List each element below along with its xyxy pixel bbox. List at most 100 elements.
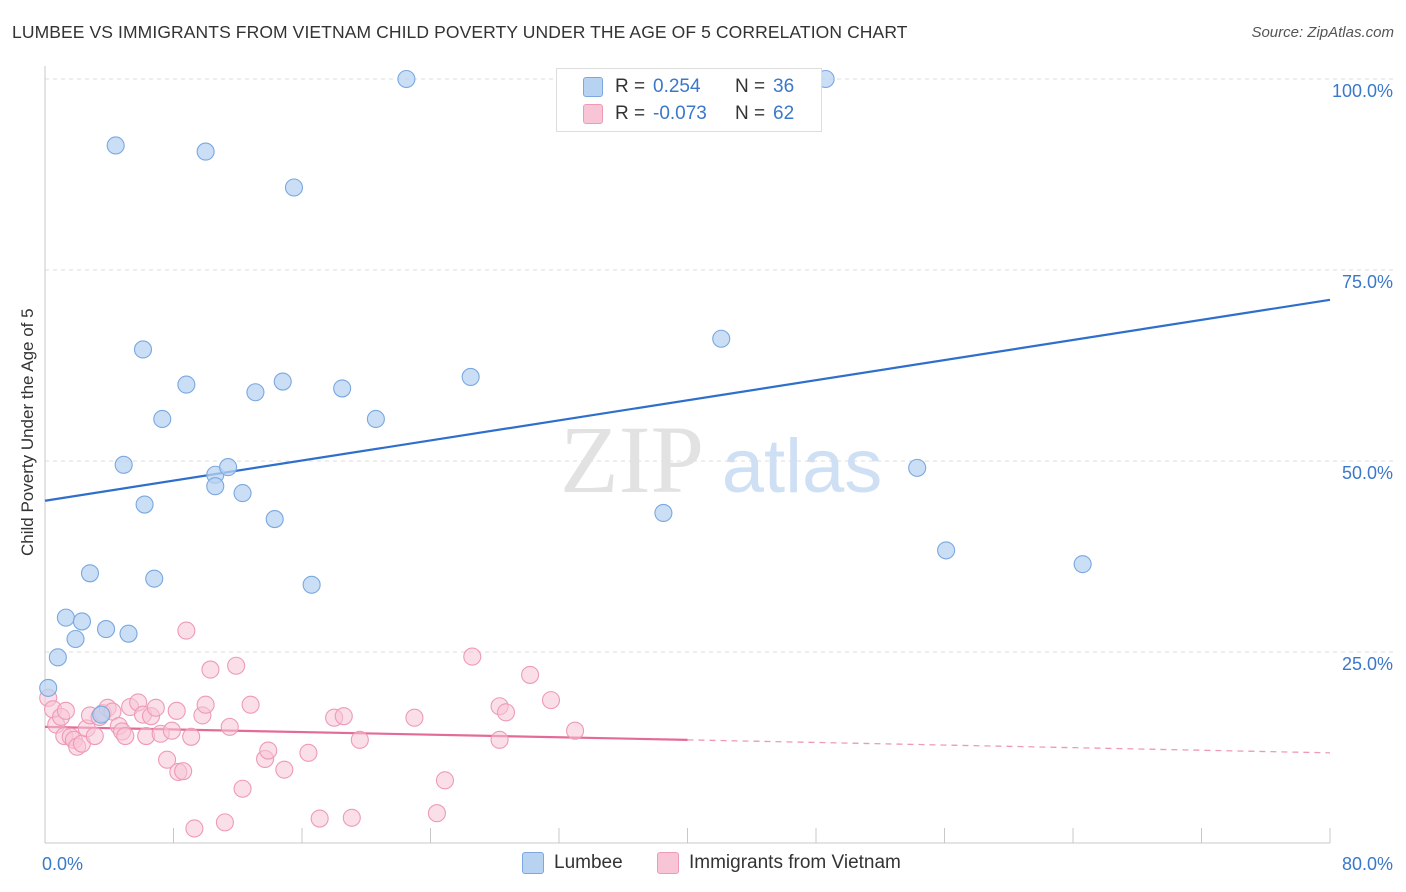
lumbee-swatch [583,77,603,97]
vietnam-point [541,691,561,710]
lumbee-point [106,136,125,155]
vietnam-point [56,701,75,720]
chart-title: LUMBEE VS IMMIGRANTS FROM VIETNAM CHILD … [12,22,908,42]
vietnam-point [196,695,215,714]
vietnam-point [85,726,104,746]
lumbee-point [219,458,238,477]
vietnam-point [162,721,181,740]
lumbee-point [196,142,215,161]
lumbee-point [92,705,111,724]
lumbee-point [80,564,100,583]
lumbee-point [284,178,304,197]
vietnam-point [146,698,165,717]
vietnam-point [158,750,177,769]
lumbee-point [48,648,67,667]
lumbee-point [265,510,284,529]
lumbee-point [461,367,480,387]
vietnam-point [177,621,196,640]
vietnam-point [334,707,353,726]
lumbee-point [133,340,153,359]
y-tick-label: 50.0% [1342,463,1393,483]
series-vietnam-points [39,621,585,838]
watermark-zip: ZIP [560,406,704,513]
y-axis-label: Child Poverty Under the Age of 5 [18,308,37,556]
vietnam-trend-extension [687,739,1331,754]
lumbee-point [397,69,416,89]
correlation-legend: R = 0.254 N = 36 R = -0.073 N = 62 [556,68,822,132]
vietnam-point [463,647,482,666]
trend-lines [44,298,1331,754]
lumbee-point [908,458,927,477]
vietnam-point [116,726,135,746]
vietnam-point [241,695,260,714]
watermark-atlas: atlas [722,424,883,509]
vietnam-point [167,701,186,720]
vietnam-point [275,760,294,779]
lumbee-trend-line [44,298,1331,502]
vietnam-point [405,708,424,727]
vietnam-point [215,813,234,832]
y-tick-label: 75.0% [1342,272,1393,292]
lumbee-point [712,329,731,348]
lumbee-point [273,372,292,391]
lumbee-point [233,484,252,503]
vietnam-point [227,656,246,675]
lumbee-point [114,455,133,474]
lumbee-point [177,375,196,394]
vietnam-point [299,743,318,762]
lumbee-point [937,541,956,560]
lumbee-point [333,379,352,398]
vietnam-point [521,665,540,684]
vietnam-r-value: -0.073 [653,103,707,124]
vietnam-point [566,721,585,740]
lumbee-point [366,409,385,429]
legend-row-vietnam: R = -0.073 N = 62 [557,101,794,127]
x-tick-label-max: 80.0% [1342,854,1393,874]
y-tick-label: 100.0% [1332,81,1393,101]
lumbee-point [66,629,85,649]
lumbee-point [56,608,75,627]
vietnam-point [310,809,329,828]
vietnam-n-value: 62 [773,103,795,124]
n-label: N = [735,103,766,124]
vietnam-point [259,741,278,760]
source-credit: Source: ZipAtlas.com [1251,24,1394,41]
vietnam-point [233,779,252,798]
lumbee-r-value: 0.254 [653,76,701,97]
lumbee-point [654,503,673,523]
lumbee-legend-swatch [522,852,544,874]
vietnam-point [427,804,446,823]
lumbee-point [96,620,116,639]
vietnam-point [435,771,455,790]
lumbee-point [119,624,138,643]
lumbee-legend-label: Lumbee [554,852,623,873]
lumbee-point [206,477,225,496]
vietnam-point [220,717,239,736]
vietnam-point [174,762,193,781]
vietnam-swatch [583,104,603,124]
legend-item-lumbee[interactable]: Lumbee [522,852,623,874]
r-label: R = [615,103,646,124]
axes [44,66,1331,844]
vietnam-legend-swatch [657,852,679,874]
legend-item-vietnam[interactable]: Immigrants from Vietnam [657,852,901,874]
vietnam-point [490,730,509,749]
lumbee-point [246,383,265,402]
vietnam-point [496,703,516,722]
lumbee-n-value: 36 [773,76,795,97]
vietnam-point [342,808,361,827]
lumbee-point [135,495,154,514]
lumbee-point [145,569,164,588]
vietnam-point [182,727,201,746]
lumbee-point [153,409,172,429]
tick-labels: 25.0% 50.0% 75.0% 100.0% 0.0% 80.0% [42,81,1393,874]
lumbee-point [1073,555,1092,574]
lumbee-point [72,612,91,631]
r-label: R = [615,76,646,97]
vietnam-point [350,730,369,749]
lumbee-point [39,678,58,697]
lumbee-point [302,575,321,594]
legend-row-lumbee: R = 0.254 N = 36 [557,74,794,100]
vietnam-point [201,660,220,679]
